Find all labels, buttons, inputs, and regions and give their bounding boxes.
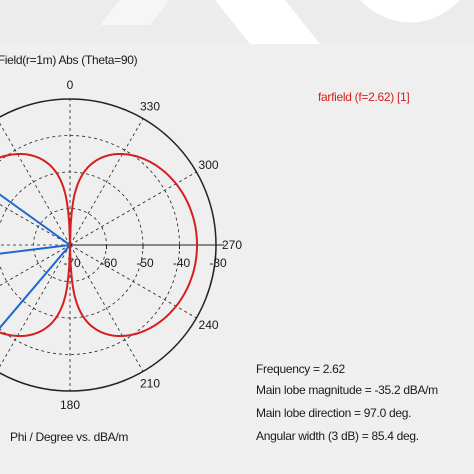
polar-plot: 0306090120150180210240270300330-70-60-50… [0,78,242,412]
grid-spoke [69,118,144,246]
decorative-watermark [100,0,460,44]
info-angular-width: Angular width (3 dB) = 85.4 deg. [256,429,419,443]
marker-line [0,244,71,330]
grid-spoke [0,244,71,286]
radial-tick-label: -40 [173,256,191,270]
radial-tick-label: -50 [136,256,154,270]
angle-tick-label: 180 [60,398,80,412]
grid-spoke [0,204,71,246]
angle-tick-label: 210 [140,377,160,391]
info-frequency: Frequency = 2.62 [256,362,345,376]
marker-line [0,244,71,255]
info-main-lobe-direction: Main lobe direction = 97.0 deg. [256,406,412,420]
plot-area: 0306090120150180210240270300330-70-60-50… [0,44,474,474]
series-line [0,153,198,337]
x-axis-label: Phi / Degree vs. dBA/m [10,430,129,444]
grid-spoke [0,122,71,246]
radial-tick-label: -30 [209,256,227,270]
marker-line [0,193,71,246]
top-background-band [0,0,474,44]
angle-tick-label: 0 [67,78,74,92]
grid-spoke [0,244,71,368]
grid-spoke [69,171,197,246]
angle-tick-label: 330 [140,99,160,113]
info-main-lobe-magnitude: Main lobe magnitude = -35.2 dBA/m [256,383,438,397]
angle-tick-label: 240 [199,318,219,332]
radial-tick-label: -60 [100,256,118,270]
radial-tick-label: -70 [63,256,81,270]
legend-entry: farfield (f=2.62) [1] [318,90,410,104]
chart-title: -Field(r=1m) Abs (Theta=90) [0,53,138,67]
angle-tick-label: 270 [222,238,242,252]
grid-spoke [69,244,144,372]
angle-tick-label: 300 [199,158,219,172]
